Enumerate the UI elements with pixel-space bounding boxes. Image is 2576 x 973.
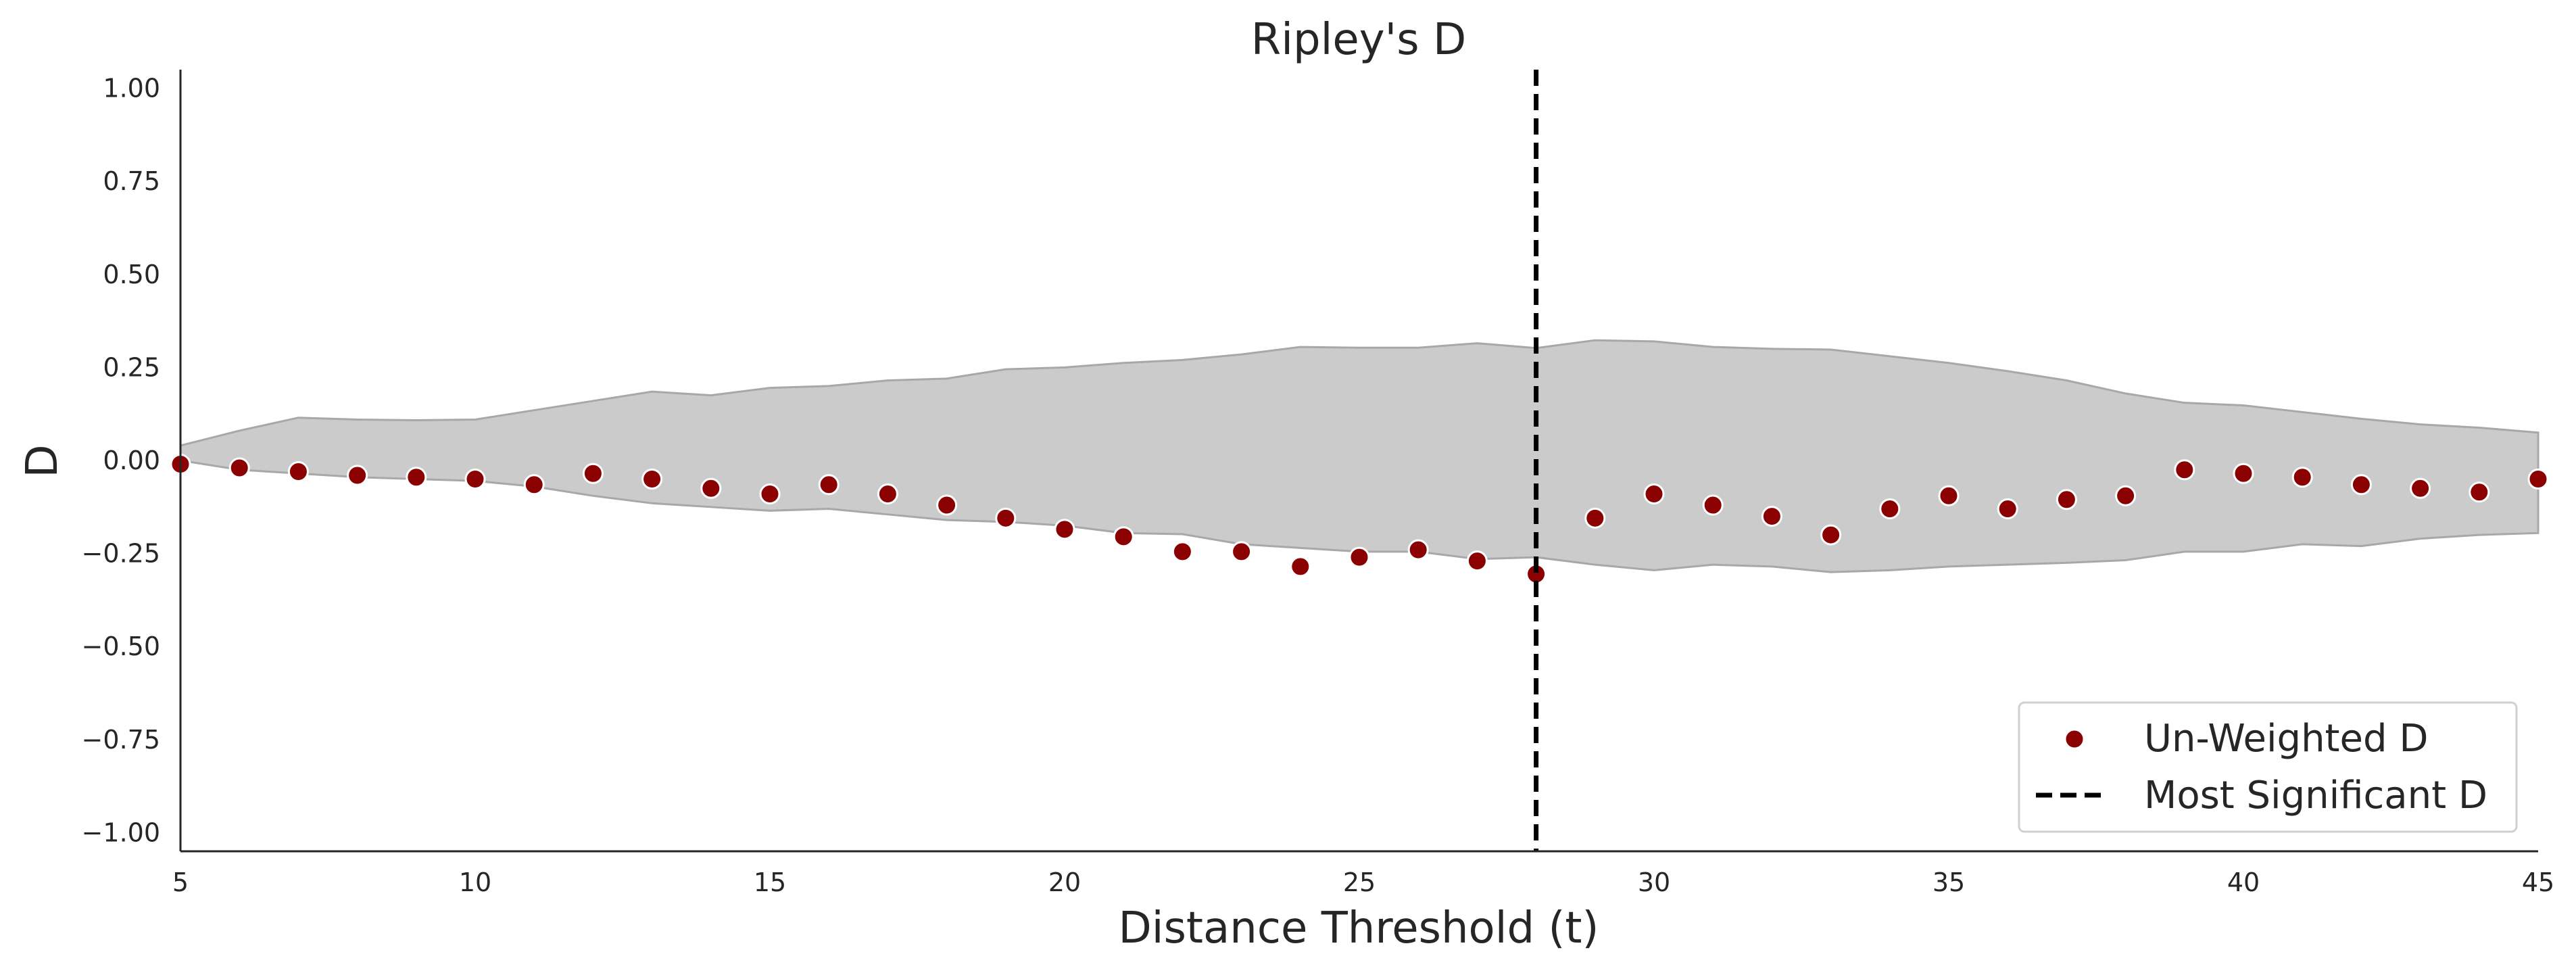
data-point — [2469, 481, 2490, 503]
legend-marker-unweighted — [2064, 728, 2085, 750]
data-point — [523, 474, 545, 496]
x-tick-label: 10 — [459, 868, 491, 897]
data-point — [641, 469, 663, 490]
data-point — [464, 469, 486, 490]
y-tick-label: 0.75 — [103, 166, 160, 196]
x-tick-label: 15 — [754, 868, 786, 897]
envelope-band — [179, 339, 2539, 573]
data-point — [1702, 494, 1724, 516]
data-point — [1348, 546, 1370, 568]
data-point — [1407, 539, 1429, 561]
y-tick-label: −1.00 — [82, 817, 160, 847]
data-point — [1997, 498, 2018, 520]
legend: Un-Weighted D Most Significant D — [2018, 701, 2518, 833]
data-point — [995, 507, 1017, 529]
y-tick-label: 1.00 — [103, 74, 160, 103]
chart-title: Ripley's D — [1251, 15, 1466, 65]
x-tick-labels: 5 10 15 20 25 30 35 40 45 — [172, 868, 2554, 897]
y-tick-label: −0.25 — [82, 539, 160, 569]
data-point — [818, 474, 840, 496]
data-point — [2291, 467, 2313, 488]
data-point — [1761, 506, 1782, 527]
x-tick-label: 5 — [172, 868, 189, 897]
confidence-envelope — [179, 339, 2539, 573]
data-point — [1879, 498, 1901, 520]
scatter-points — [170, 454, 2549, 585]
x-tick-label: 25 — [1343, 868, 1376, 897]
data-point — [700, 477, 722, 499]
data-point — [2350, 474, 2372, 496]
y-tick-label: 0.25 — [103, 352, 160, 382]
data-point — [2056, 489, 2077, 511]
y-tick-labels: 1.00 0.75 0.50 0.25 0.00 −0.25 −0.50 −0.75 −1.00 — [82, 74, 160, 848]
y-tick-label: 0.50 — [103, 260, 160, 289]
legend-label-unweighted: Un-Weighted D — [2144, 717, 2428, 761]
data-point — [2174, 459, 2195, 481]
data-point — [1820, 524, 1842, 546]
x-axis-title: Distance Threshold (t) — [1119, 903, 1599, 953]
axes — [179, 70, 2538, 853]
data-point — [759, 483, 781, 505]
y-axis-title: D — [18, 444, 68, 477]
legend-box — [2018, 701, 2518, 833]
y-tick-label: −0.50 — [82, 632, 160, 661]
data-point — [347, 465, 368, 486]
data-point — [936, 494, 958, 516]
data-point — [228, 457, 250, 479]
data-point — [406, 467, 427, 488]
data-point — [1643, 483, 1665, 505]
x-tick-label: 35 — [1933, 868, 1965, 897]
data-point — [1466, 550, 1488, 572]
data-point — [582, 462, 604, 484]
data-point — [2410, 477, 2431, 499]
data-point — [877, 483, 898, 505]
data-point — [287, 461, 309, 483]
x-tick-label: 20 — [1048, 868, 1081, 897]
data-point — [1054, 519, 1075, 540]
data-point — [1584, 507, 1606, 529]
data-point — [1231, 541, 1253, 563]
y-tick-label: 0.00 — [103, 446, 160, 475]
x-tick-label: 45 — [2522, 868, 2554, 897]
data-point — [1938, 485, 1960, 506]
data-point — [2527, 469, 2549, 490]
data-point — [1171, 541, 1193, 563]
x-tick-label: 30 — [1638, 868, 1670, 897]
data-point — [2115, 485, 2137, 506]
data-point — [1290, 556, 1311, 577]
legend-label-significant: Most Significant D — [2144, 774, 2487, 817]
x-tick-label: 40 — [2227, 868, 2260, 897]
data-point — [2233, 462, 2254, 484]
y-tick-label: −0.75 — [82, 725, 160, 755]
data-point — [1113, 526, 1134, 548]
